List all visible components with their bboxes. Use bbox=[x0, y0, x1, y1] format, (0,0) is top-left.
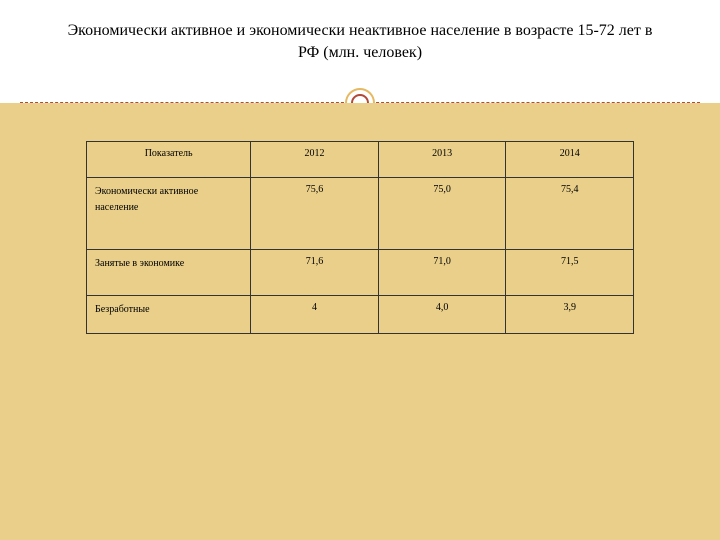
cell-value: 4,0 bbox=[378, 296, 506, 334]
table-row: Безработные 4 4,0 3,9 bbox=[87, 296, 634, 334]
cell-value: 4 bbox=[251, 296, 379, 334]
col-header-indicator: Показатель bbox=[87, 142, 251, 178]
cell-value: 71,6 bbox=[251, 250, 379, 296]
content-area: Показатель 2012 2013 2014 Экономически а… bbox=[0, 103, 720, 540]
col-header-2013: 2013 bbox=[378, 142, 506, 178]
cell-value: 71,5 bbox=[506, 250, 634, 296]
data-table: Показатель 2012 2013 2014 Экономически а… bbox=[86, 141, 634, 334]
page-title: Экономически активное и экономически неа… bbox=[60, 20, 660, 63]
table-row: Занятые в экономике 71,6 71,0 71,5 bbox=[87, 250, 634, 296]
cell-value: 75,4 bbox=[506, 178, 634, 250]
row-label: Экономически активное население bbox=[87, 178, 251, 250]
cell-value: 3,9 bbox=[506, 296, 634, 334]
row-label: Безработные bbox=[87, 296, 251, 334]
table-body: Экономически активное население 75,6 75,… bbox=[87, 178, 634, 334]
cell-value: 75,6 bbox=[251, 178, 379, 250]
cell-value: 75,0 bbox=[378, 178, 506, 250]
cell-value: 71,0 bbox=[378, 250, 506, 296]
table-header-row: Показатель 2012 2013 2014 bbox=[87, 142, 634, 178]
row-label: Занятые в экономике bbox=[87, 250, 251, 296]
col-header-2012: 2012 bbox=[251, 142, 379, 178]
title-area: Экономически активное и экономически неа… bbox=[0, 0, 720, 98]
col-header-2014: 2014 bbox=[506, 142, 634, 178]
table-row: Экономически активное население 75,6 75,… bbox=[87, 178, 634, 250]
